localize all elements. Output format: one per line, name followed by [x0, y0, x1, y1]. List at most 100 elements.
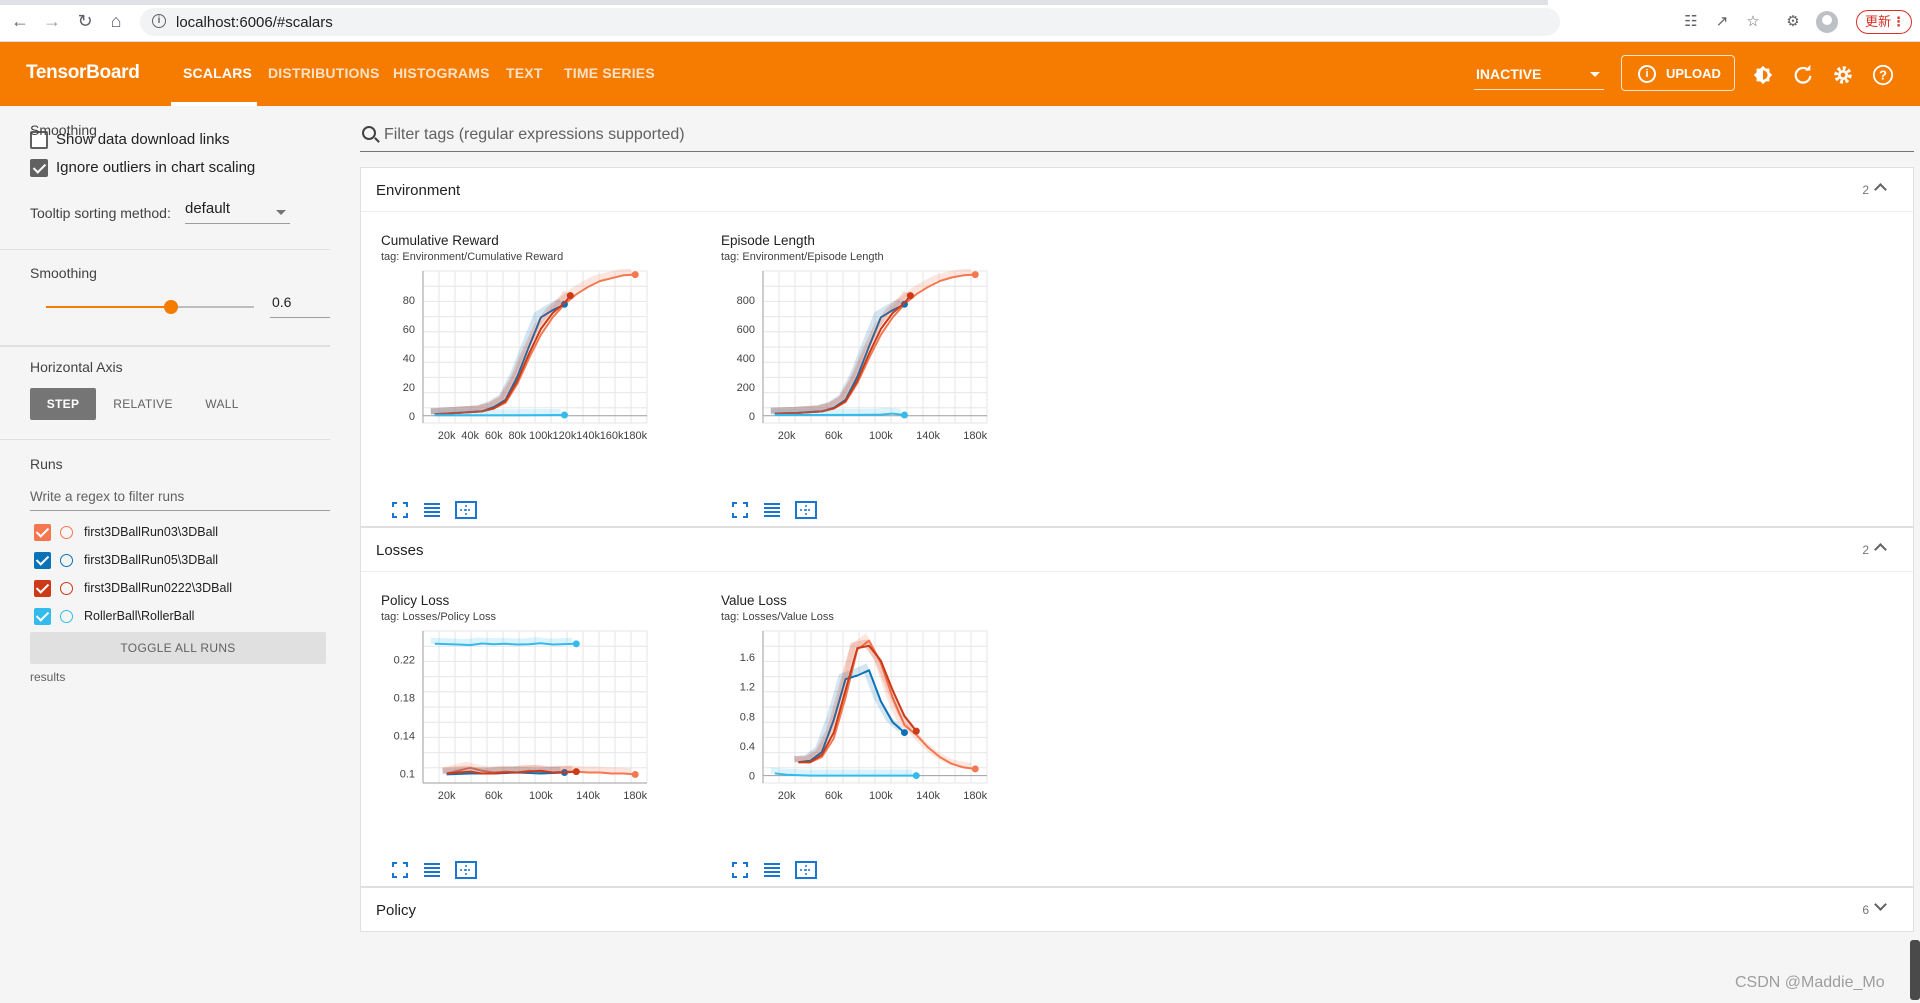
settings-gear-icon[interactable] — [1832, 64, 1854, 86]
chevron-up-icon[interactable] — [1874, 183, 1887, 196]
chevron-down-icon[interactable] — [1874, 898, 1887, 911]
smoothing-slider[interactable] — [46, 300, 254, 314]
raw-series-line — [794, 663, 903, 763]
tooltip-sorting-value: default — [185, 200, 231, 217]
tag-filter-input[interactable]: Filter tags (regular expressions support… — [360, 118, 1914, 152]
y-tick-label: 1.2 — [740, 682, 755, 694]
x-tick-label: 140k — [916, 790, 940, 802]
toggle-log-scale-icon[interactable] — [763, 501, 781, 519]
run-checkbox[interactable] — [34, 524, 51, 541]
runs-filter-input[interactable]: Write a regex to filter runs — [30, 481, 330, 511]
profile-avatar[interactable] — [1816, 11, 1838, 33]
axis-step-button[interactable]: STEP — [30, 388, 96, 420]
run-color-swatch[interactable] — [60, 554, 73, 567]
run-name: first3DBallRun03\3DBall — [84, 525, 219, 539]
chart-plot[interactable]: 0 200 400 600 800 20k 60k 100k 140k 180k — [701, 263, 1041, 463]
axis-wall-button[interactable]: WALL — [205, 397, 239, 411]
toggle-log-scale-icon[interactable] — [423, 501, 441, 519]
y-tick-label: 1.6 — [740, 652, 755, 664]
smoothing-label: Smoothing — [30, 265, 97, 281]
home-icon[interactable]: ⌂ — [110, 11, 122, 31]
run-color-swatch[interactable] — [60, 526, 73, 539]
runs-filter-placeholder: Write a regex to filter runs — [30, 489, 185, 504]
run-color-swatch[interactable] — [60, 610, 73, 623]
chart-plot[interactable]: 0 20 40 60 80 20k 40k 60k 80k 100k 120k 140k 160k 180… — [361, 263, 701, 463]
y-tick-label: 0.22 — [394, 655, 415, 667]
tab-distributions[interactable]: DISTRIBUTIONS — [268, 65, 380, 81]
series-line — [798, 639, 976, 770]
share-icon[interactable]: ↗ — [1715, 13, 1729, 30]
site-info-icon[interactable]: i — [152, 14, 166, 28]
toggle-log-scale-icon[interactable] — [423, 861, 441, 879]
refresh-icon[interactable] — [1792, 64, 1814, 86]
smoothing-input[interactable]: 0.6 — [270, 290, 330, 318]
ignore-outliers-checkbox[interactable] — [30, 159, 48, 177]
run-row[interactable]: first3DBallRun03\3DBall — [30, 522, 330, 544]
run-checkbox[interactable] — [34, 580, 51, 597]
chart-plot[interactable]: 0.1 0.14 0.18 0.22 20k 60k 100k 140k 180k — [361, 623, 701, 823]
category-title: Environment — [376, 182, 461, 199]
category-header[interactable]: Losses 2 — [361, 528, 1913, 572]
fullscreen-icon[interactable] — [731, 501, 749, 519]
y-tick-label: 400 — [737, 353, 755, 365]
chart-card: Value Loss tag: Losses/Value Loss 0 0.4 0.… — [701, 593, 1041, 879]
tab-text[interactable]: TEXT — [506, 65, 543, 81]
fit-domain-icon[interactable] — [795, 501, 817, 519]
fullscreen-icon[interactable] — [391, 861, 409, 879]
help-icon[interactable]: ? — [1872, 64, 1894, 86]
chart-title: Cumulative Reward — [381, 233, 499, 248]
tab-scalars[interactable]: SCALARS — [183, 65, 253, 81]
axis-relative-button[interactable]: RELATIVE — [113, 397, 173, 411]
back-icon[interactable]: ← — [11, 11, 29, 31]
scrollbar-thumb[interactable] — [1910, 940, 1920, 1000]
extensions-icon[interactable]: ⚙ — [1786, 13, 1800, 30]
x-tick-label: 180k — [963, 790, 987, 802]
fit-domain-icon[interactable] — [455, 501, 477, 519]
bookmark-star-icon[interactable]: ☆ — [1746, 13, 1760, 30]
category-count: 2 — [1862, 183, 1869, 197]
tab-histograms[interactable]: HISTOGRAMS — [393, 65, 490, 81]
x-tick-label: 140k — [576, 790, 600, 802]
x-tick-label: 60k — [485, 790, 503, 802]
category-header[interactable]: Environment 2 — [361, 168, 1913, 212]
series-endpoint — [912, 772, 920, 780]
chart-card: Policy Loss tag: Losses/Policy Loss 0.1 0… — [361, 593, 701, 879]
show-download-links-checkbox[interactable] — [30, 131, 48, 149]
chevron-up-icon[interactable] — [1874, 543, 1887, 556]
active-tab-indicator — [171, 102, 257, 106]
chart-tag: tag: Environment/Episode Length — [721, 251, 884, 263]
run-row[interactable]: first3DBallRun0222\3DBall — [30, 578, 330, 600]
chart-plot[interactable]: 0 0.4 0.8 1.2 1.6 20k 60k 100k 140k 180k — [701, 623, 1041, 823]
run-color-swatch[interactable] — [60, 582, 73, 595]
address-bar[interactable]: i localhost:6006/#scalars — [140, 8, 1560, 36]
browser-update-button[interactable]: 更新 ⋮ — [1856, 10, 1912, 34]
run-row[interactable]: first3DBallRun05\3DBall — [30, 550, 330, 572]
x-tick-label: 100k — [529, 790, 553, 802]
theme-toggle-icon[interactable] — [1752, 64, 1774, 86]
raw-series-line — [794, 639, 915, 763]
forward-icon[interactable]: → — [43, 11, 61, 31]
inactive-plugins-select[interactable]: INACTIVE — [1474, 62, 1604, 90]
toggle-log-scale-icon[interactable] — [763, 861, 781, 879]
smoothing-slider-handle[interactable] — [163, 300, 178, 314]
series-endpoint — [906, 292, 914, 300]
run-checkbox[interactable] — [34, 608, 51, 625]
fit-domain-icon[interactable] — [795, 861, 817, 879]
run-checkbox[interactable] — [34, 552, 51, 569]
upload-button[interactable]: i UPLOAD — [1621, 55, 1735, 91]
tooltip-sorting-select[interactable]: default — [185, 198, 290, 224]
divider — [0, 346, 330, 347]
toggle-all-runs-button[interactable]: TOGGLE ALL RUNS — [30, 632, 326, 664]
run-name: first3DBallRun0222\3DBall — [84, 581, 232, 595]
fullscreen-icon[interactable] — [391, 501, 409, 519]
raw-series-line — [430, 298, 562, 415]
series-endpoint — [900, 300, 908, 308]
y-tick-label: 200 — [737, 382, 755, 394]
run-row[interactable]: RollerBall\RollerBall — [30, 606, 330, 628]
reload-icon[interactable]: ↻ — [77, 11, 93, 31]
fullscreen-icon[interactable] — [731, 861, 749, 879]
category-header[interactable]: Policy 6 — [361, 888, 1913, 932]
translate-icon[interactable]: ☷ — [1684, 13, 1698, 30]
fit-domain-icon[interactable] — [455, 861, 477, 879]
tab-time-series[interactable]: TIME SERIES — [564, 65, 655, 81]
